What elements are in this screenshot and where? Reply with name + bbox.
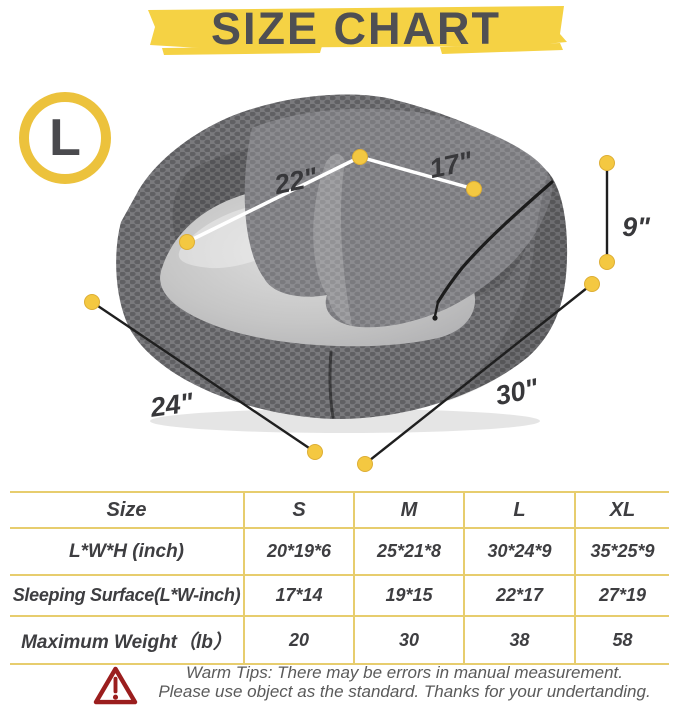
warm-tips-line1: Warm Tips: There may be errors in manual… [186, 663, 623, 682]
table-cell: 58 [612, 629, 633, 650]
table-header-s: S [245, 493, 355, 529]
table-cell: 20*19*6 [245, 529, 355, 576]
table-cell: 17*14 [245, 576, 355, 617]
table-cell: 19*15 [355, 576, 465, 617]
table-cell: 20 [245, 617, 355, 663]
measurement-label-24: 24" [148, 387, 197, 423]
measurement-lines: 22" 17" 9" 24" 30" [84, 146, 651, 472]
yellow-brush-highlight [148, 6, 567, 55]
page-title: SIZE CHART [211, 3, 501, 54]
row-label-dimensions: L*W*H (inch) [10, 529, 245, 576]
zipper [432, 180, 554, 321]
table-cell: 38 [465, 617, 576, 663]
table-cell: 35*25*9 [576, 529, 669, 576]
size-badge-label: L [49, 109, 81, 167]
table-header-size: Size [10, 493, 245, 529]
row-label-sleeping-surface: Sleeping Surface(L*W-inch) [10, 576, 245, 617]
table-header-xl: XL [576, 493, 669, 529]
table-cell: 22*17 [465, 576, 576, 617]
dog-bed-figure: 22" 17" 9" 24" 30" [84, 94, 651, 472]
table-header-m: M [355, 493, 465, 529]
measurement-label-9: 9" [622, 212, 651, 242]
size-table: Size S M L XL L*W*H (inch) 20*19*6 25*21… [10, 491, 669, 665]
page-title-block: SIZE CHART [140, 0, 572, 60]
warning-triangle-icon [93, 666, 138, 705]
table-cell: 25*21*8 [355, 529, 465, 576]
measurement-label-30: 30" [493, 373, 542, 411]
table-cell: 30 [355, 617, 465, 663]
warm-tips-line2: Please use object as the standard. Thank… [158, 682, 651, 701]
table-header-l: L [465, 493, 576, 529]
size-badge: L [19, 92, 111, 184]
row-label-max-weight: Maximum Weight（lb） [10, 617, 245, 663]
bed-illustration [116, 94, 568, 433]
warm-tips: Warm Tips: There may be errors in manual… [138, 663, 671, 701]
table-cell: 27*19 [576, 576, 669, 617]
measurement-dots [84, 149, 615, 472]
table-cell: 30*24*9 [465, 529, 576, 576]
